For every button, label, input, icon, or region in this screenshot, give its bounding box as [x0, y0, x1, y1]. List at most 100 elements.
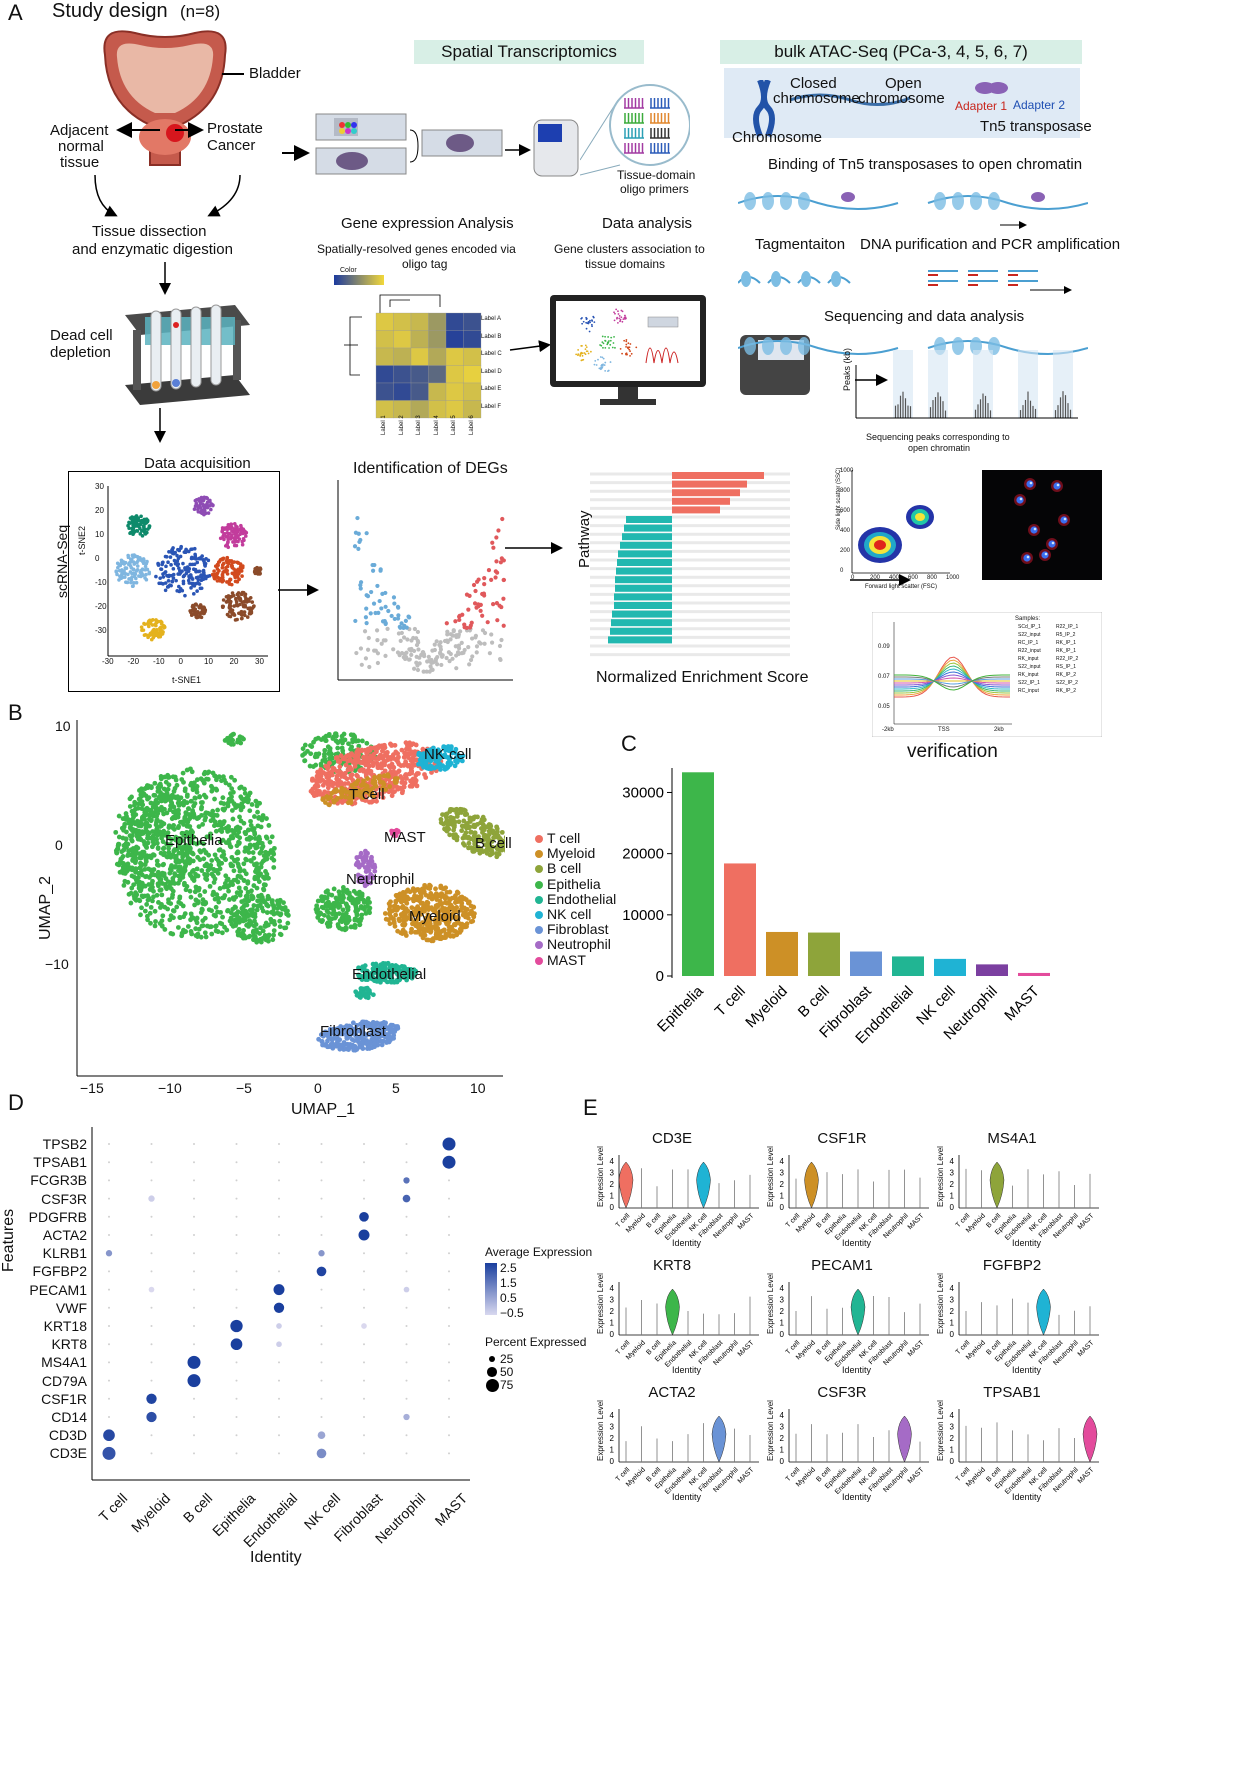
volcano-point	[497, 643, 503, 649]
umap-point	[142, 908, 148, 914]
tsne-point	[154, 620, 159, 625]
umap-point	[247, 808, 253, 814]
volcano-point	[438, 650, 443, 655]
tsne-point	[168, 555, 173, 559]
tsne-point	[129, 557, 134, 562]
umap-point	[166, 834, 171, 840]
umap-point	[150, 804, 156, 810]
umap-point	[237, 736, 243, 742]
umap-point	[358, 918, 363, 924]
umap-point	[349, 1037, 355, 1042]
volcano-point	[426, 654, 431, 659]
dna-strand	[738, 340, 899, 355]
umap-point	[270, 850, 276, 856]
volcano-point	[444, 621, 449, 626]
nucleosome	[744, 192, 756, 210]
volcano-point	[399, 630, 404, 636]
volcano-point	[482, 581, 487, 587]
volcano-point	[477, 640, 482, 645]
umap-point	[389, 793, 395, 799]
monitor-point	[607, 336, 610, 338]
umap-point	[370, 974, 376, 980]
scrna-label: scRNA-Seq	[54, 524, 70, 598]
umap-point	[201, 771, 207, 777]
umap-point	[330, 911, 335, 917]
flow-x-label: Forward light scatter (FSC)	[865, 584, 938, 590]
gsea-bar-negative	[620, 541, 672, 549]
umap-point	[160, 862, 166, 868]
monitor-point	[601, 335, 604, 338]
tsne-point	[216, 560, 221, 564]
heatmap-row-label: Label D	[481, 368, 502, 375]
umap-point	[162, 904, 168, 910]
umap-point	[155, 883, 161, 889]
tsne-point	[175, 563, 180, 568]
umap-point	[380, 795, 386, 801]
monitor-point	[604, 346, 607, 349]
umap-point	[371, 793, 376, 799]
umap-point	[204, 834, 210, 840]
tsne-point	[143, 564, 148, 569]
umap-point	[249, 895, 254, 900]
umap-point	[131, 847, 136, 853]
umap-point	[499, 839, 504, 845]
tsne-point	[235, 580, 240, 584]
profile-line	[893, 665, 1011, 692]
umap-point	[435, 927, 441, 933]
umap-point	[346, 896, 352, 901]
umap-point	[146, 895, 152, 901]
umap-point	[374, 966, 380, 972]
heatmap-cell	[445, 347, 464, 366]
volcano-point	[401, 635, 407, 640]
umap-point	[454, 837, 460, 843]
tsne-point	[174, 578, 178, 583]
tsne-point	[234, 543, 239, 548]
umap-point	[376, 756, 382, 762]
umap-point	[128, 821, 134, 827]
umap-point	[402, 921, 408, 927]
umap-point	[113, 829, 119, 835]
umap-point	[161, 873, 167, 878]
monitor-point	[610, 336, 613, 339]
monitor-point	[629, 354, 631, 357]
umap-point	[269, 899, 275, 905]
umap-point	[463, 914, 468, 920]
volcano-point	[438, 647, 443, 652]
umap-point	[334, 773, 340, 779]
tsne-point	[250, 600, 255, 604]
umap-point	[338, 794, 344, 800]
umap-point	[392, 742, 398, 748]
umap-point	[258, 892, 264, 898]
tsne-point	[170, 579, 175, 584]
umap-point	[171, 826, 177, 832]
heatmap-cell	[393, 365, 412, 384]
umap-point	[138, 823, 144, 829]
umap-point	[200, 918, 206, 924]
tsne-point	[126, 562, 131, 567]
umap-point	[389, 828, 395, 834]
umap-point	[377, 773, 382, 779]
monitor-point	[593, 363, 596, 366]
umap-point	[312, 790, 318, 796]
tsne-point	[169, 563, 173, 567]
umap-point	[325, 790, 331, 796]
umap-point	[154, 892, 160, 898]
umap-point	[361, 860, 367, 865]
tsne-point	[157, 581, 161, 586]
umap-point	[413, 906, 419, 912]
umap-point	[397, 977, 403, 983]
umap-point	[142, 810, 148, 815]
umap-point	[152, 908, 158, 914]
umap-point	[464, 811, 470, 817]
umap-point	[318, 763, 324, 769]
umap-point	[136, 880, 142, 886]
gsea-plot	[590, 472, 790, 657]
umap-point	[475, 837, 481, 843]
tsne-point	[194, 557, 198, 561]
bladder-label: Bladder	[249, 65, 301, 82]
umap-point	[162, 774, 167, 780]
nucleosome	[801, 271, 811, 287]
volcano-point	[404, 654, 409, 660]
umap-point	[417, 929, 422, 934]
umap-point	[326, 777, 332, 783]
